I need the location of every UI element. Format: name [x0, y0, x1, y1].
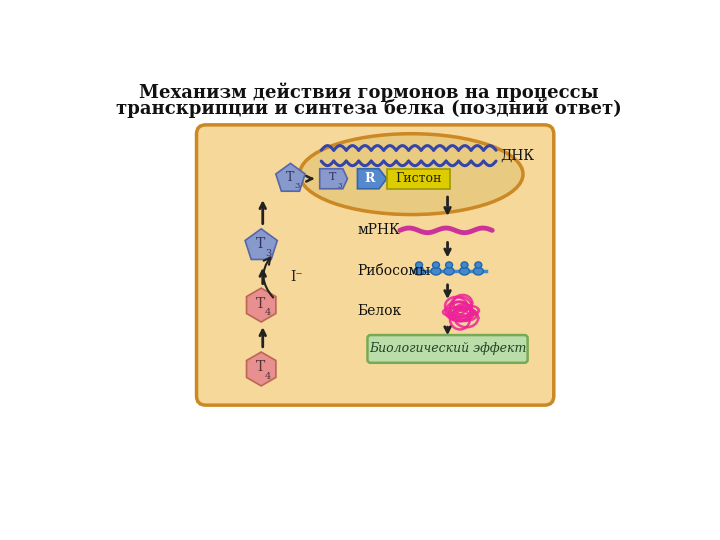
Text: 4: 4 [265, 372, 271, 381]
Text: I⁻: I⁻ [290, 269, 303, 284]
FancyBboxPatch shape [197, 125, 554, 405]
Polygon shape [246, 352, 276, 386]
Ellipse shape [300, 134, 523, 214]
Text: мРНК: мРНК [357, 224, 400, 238]
Text: 4: 4 [265, 308, 271, 317]
Ellipse shape [415, 262, 423, 268]
Polygon shape [357, 168, 387, 189]
Text: Белок: Белок [357, 304, 402, 318]
Ellipse shape [431, 267, 441, 275]
FancyArrowPatch shape [264, 258, 273, 298]
FancyBboxPatch shape [367, 335, 528, 363]
Text: ДНК: ДНК [500, 148, 534, 163]
Text: 3: 3 [294, 182, 300, 190]
Text: T: T [256, 360, 265, 374]
Text: Гистон: Гистон [395, 172, 441, 185]
Polygon shape [245, 229, 277, 259]
Ellipse shape [459, 267, 469, 275]
Text: 3: 3 [338, 182, 342, 190]
Text: T: T [286, 171, 294, 184]
Ellipse shape [444, 267, 454, 275]
Ellipse shape [414, 267, 424, 275]
FancyBboxPatch shape [387, 168, 450, 189]
Text: T: T [256, 237, 265, 251]
Ellipse shape [475, 262, 482, 268]
Text: Рибосомы: Рибосомы [357, 264, 431, 278]
Polygon shape [276, 164, 305, 191]
Ellipse shape [473, 267, 483, 275]
Polygon shape [320, 168, 348, 189]
Text: T: T [256, 296, 265, 310]
Polygon shape [246, 288, 276, 322]
Ellipse shape [461, 262, 468, 268]
Text: 3: 3 [265, 249, 271, 258]
Ellipse shape [446, 262, 453, 268]
Text: T: T [329, 172, 336, 182]
Ellipse shape [433, 262, 439, 268]
Text: Биологический эффект: Биологический эффект [369, 342, 526, 355]
Text: Механизм действия гормонов на процессы: Механизм действия гормонов на процессы [139, 82, 599, 102]
Text: транскрипции и синтеза белка (поздний ответ): транскрипции и синтеза белка (поздний от… [116, 98, 622, 118]
Text: R: R [364, 172, 375, 185]
